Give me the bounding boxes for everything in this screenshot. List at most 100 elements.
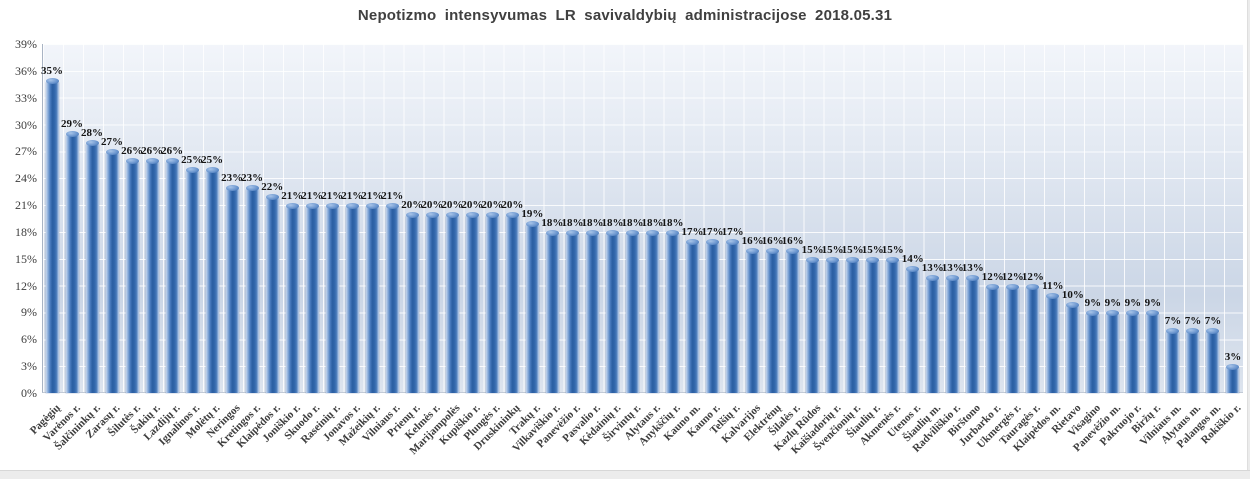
- bar-value-label: 22%: [261, 181, 284, 194]
- bar-top-cap: [946, 274, 960, 281]
- bar-value-label: 16%: [741, 234, 764, 247]
- bar-top-cap: [485, 212, 499, 219]
- bar: [65, 131, 79, 393]
- bar: [826, 256, 840, 393]
- bar: [1026, 283, 1040, 393]
- bar: [565, 229, 579, 393]
- bar-top-cap: [1006, 283, 1020, 290]
- y-axis-tick-label: 9%: [21, 305, 37, 320]
- bar: [906, 265, 920, 393]
- y-axis-tick-label: 21%: [15, 198, 37, 213]
- bar-value-label: 16%: [781, 234, 804, 247]
- bar: [345, 203, 359, 393]
- bar-top-cap: [225, 185, 239, 192]
- bar-value-label: 21%: [381, 190, 404, 203]
- bar-top-cap: [145, 158, 159, 165]
- bar: [585, 229, 599, 393]
- bar-value-label: 7%: [1204, 315, 1222, 328]
- bar: [405, 212, 419, 393]
- bar: [45, 77, 59, 393]
- bar-value-label: 26%: [141, 145, 164, 158]
- bar-top-cap: [866, 256, 880, 263]
- bar-top-cap: [385, 203, 399, 210]
- window-bottom-edge: [0, 470, 1250, 479]
- bar-top-cap: [706, 238, 720, 245]
- bar: [525, 220, 539, 393]
- bar: [1186, 328, 1200, 393]
- bar: [706, 238, 720, 393]
- bar-top-cap: [405, 212, 419, 219]
- bar-value-label: 3%: [1224, 351, 1242, 364]
- bar-top-cap: [646, 229, 659, 236]
- bar: [625, 229, 639, 393]
- bar: [205, 167, 219, 393]
- bar-top-cap: [746, 247, 760, 254]
- bar-value-label: 17%: [721, 225, 744, 238]
- bar: [225, 185, 239, 393]
- y-axis-tick-label: 24%: [15, 171, 37, 186]
- y-axis-tick-label: 6%: [21, 332, 37, 347]
- bar-top-cap: [926, 274, 940, 281]
- bar-top-cap: [45, 77, 59, 84]
- bar-top-cap: [826, 256, 840, 263]
- bar-top-cap: [545, 229, 559, 236]
- bar-value-label: 13%: [941, 261, 964, 274]
- bar-top-cap: [325, 203, 339, 210]
- bar-value-label: 23%: [241, 172, 264, 185]
- bar-value-label: 12%: [1001, 270, 1024, 283]
- bar: [686, 238, 700, 393]
- bar-value-label: 15%: [801, 243, 824, 256]
- bar: [986, 283, 1000, 393]
- bar-top-cap: [766, 247, 780, 254]
- bar-value-label: 18%: [561, 216, 584, 229]
- bar-top-cap: [265, 194, 279, 201]
- bar-value-label: 15%: [861, 243, 884, 256]
- bar: [766, 247, 780, 393]
- bar-top-cap: [1166, 328, 1180, 335]
- bar: [105, 149, 119, 393]
- bar: [1086, 310, 1100, 393]
- bar-top-cap: [245, 185, 259, 192]
- bar-value-label: 27%: [101, 136, 124, 149]
- bar-value-label: 12%: [981, 270, 1004, 283]
- bar-value-label: 35%: [41, 64, 63, 77]
- bar-value-label: 15%: [821, 243, 844, 256]
- y-axis-tick-label: 0%: [21, 386, 37, 400]
- bar-top-cap: [445, 212, 459, 219]
- bar: [1046, 292, 1060, 393]
- bar: [325, 203, 339, 393]
- bar-value-label: 17%: [701, 225, 724, 238]
- bar-top-cap: [806, 256, 820, 263]
- bar-value-label: 26%: [161, 145, 184, 158]
- bar: [185, 167, 199, 393]
- bar-value-label: 11%: [1042, 279, 1064, 292]
- bar-value-label: 29%: [61, 118, 84, 131]
- bar-top-cap: [205, 167, 219, 174]
- y-axis-tick-label: 30%: [15, 117, 37, 132]
- bar-value-label: 7%: [1184, 315, 1202, 328]
- bar-top-cap: [565, 229, 579, 236]
- bar: [1066, 301, 1080, 393]
- bar: [746, 247, 760, 393]
- bar-top-cap: [906, 265, 920, 272]
- bar: [125, 158, 139, 393]
- bar: [666, 229, 680, 393]
- bar: [1166, 328, 1180, 393]
- bar: [1146, 310, 1160, 393]
- bar: [305, 203, 319, 393]
- bar: [726, 238, 740, 393]
- bar-value-label: 21%: [321, 190, 344, 203]
- bar-top-cap: [1186, 328, 1200, 335]
- bar-value-label: 15%: [841, 243, 864, 256]
- bar-value-label: 26%: [121, 145, 144, 158]
- bar: [485, 212, 499, 393]
- bar-top-cap: [605, 229, 619, 236]
- bar-top-cap: [65, 131, 79, 138]
- bar-top-cap: [285, 203, 299, 210]
- bar-top-cap: [1146, 310, 1160, 317]
- bar: [966, 274, 980, 393]
- bar-top-cap: [365, 203, 379, 210]
- bar: [1226, 364, 1240, 393]
- bar-top-cap: [505, 212, 519, 219]
